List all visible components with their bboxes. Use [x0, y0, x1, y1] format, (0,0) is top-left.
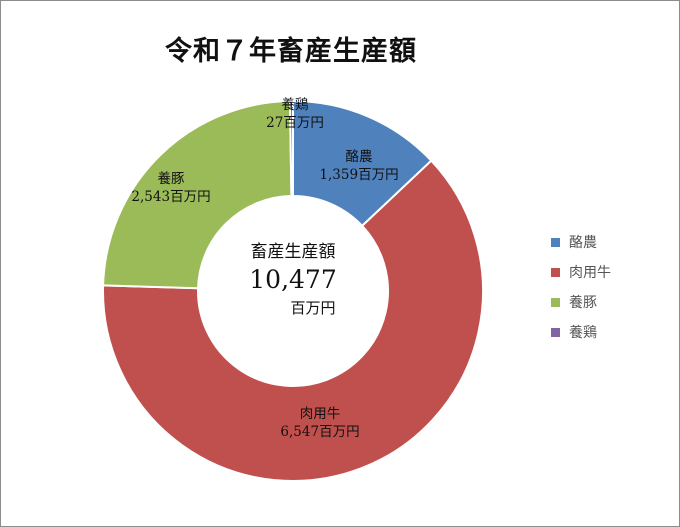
center-value: 10,477: [249, 265, 337, 294]
legend-swatch-icon: [551, 297, 560, 307]
legend-item-pork: 養豚: [551, 287, 611, 317]
label-name: 養豚: [157, 171, 185, 187]
data-label-beef: 肉用牛 6,547百万円: [280, 405, 359, 441]
data-label-poultry: 養鶏 27百万円: [266, 96, 324, 132]
label-value: 6,547百万円: [280, 424, 360, 440]
data-label-dairy: 酪農 1,359百万円: [319, 148, 398, 184]
legend-label: 養鶏: [569, 325, 597, 341]
legend-label: 酪農: [569, 235, 597, 251]
legend-swatch-icon: [551, 237, 560, 247]
legend-swatch-icon: [551, 267, 560, 277]
label-value: 1,359百万円: [319, 167, 399, 183]
donut-slice-beef: [102, 159, 484, 482]
chart-legend: 酪農 肉用牛 養豚 養鶏: [551, 227, 611, 347]
donut-slices: [102, 99, 484, 482]
legend-item-poultry: 養鶏: [551, 317, 611, 347]
label-value: 2,543百万円: [131, 189, 211, 205]
legend-item-dairy: 酪農: [551, 227, 611, 257]
donut-center-label: 畜産生産額 10,477 百万円: [249, 241, 336, 319]
legend-label: 養豚: [569, 295, 597, 311]
center-unit: 百万円: [290, 299, 336, 317]
donut-slice-poultry: [288, 99, 294, 198]
label-name: 養鶏: [281, 97, 309, 113]
label-name: 肉用牛: [299, 406, 341, 422]
center-title: 畜産生産額: [250, 242, 336, 262]
donut-slice-pork: [102, 100, 293, 290]
label-value: 27百万円: [266, 115, 324, 131]
legend-swatch-icon: [551, 327, 560, 337]
label-name: 酪農: [345, 149, 373, 165]
chart-title: 令和７年畜産生産額: [165, 36, 417, 67]
legend-item-beef: 肉用牛: [551, 257, 611, 287]
legend-label: 肉用牛: [569, 265, 611, 281]
data-label-pork: 養豚 2,543百万円: [131, 170, 210, 206]
